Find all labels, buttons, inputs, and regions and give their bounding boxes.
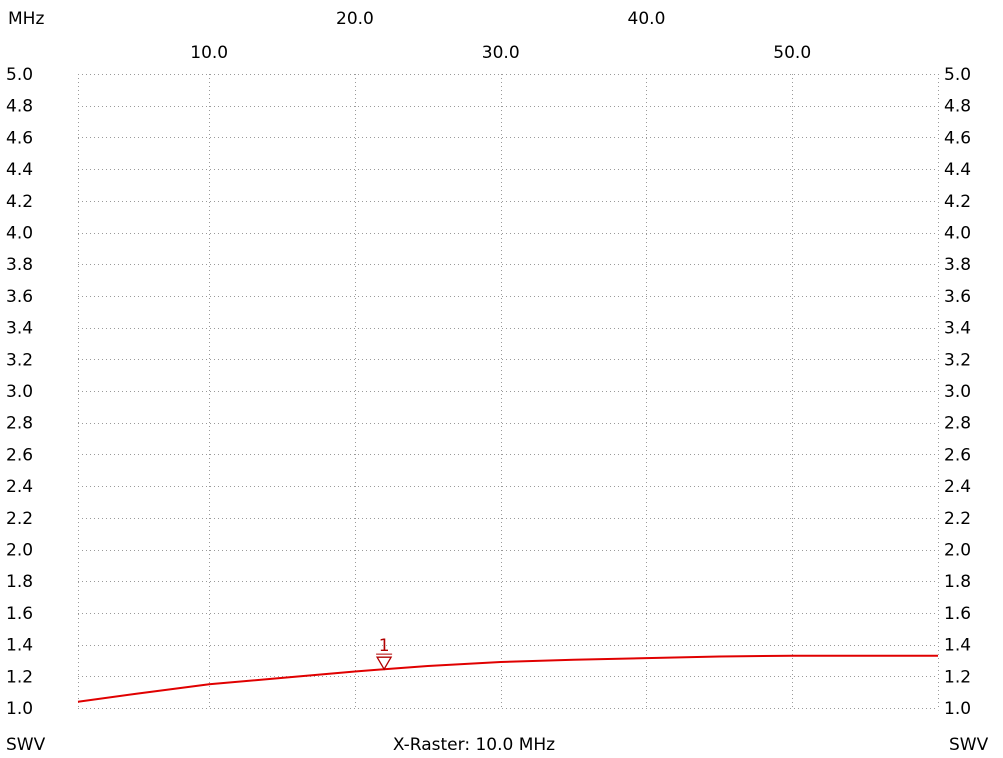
marker-layer: 1 (375, 636, 393, 671)
x-tick-label-bottom: 10.0 (190, 43, 228, 63)
y-tick-label-right: 4.2 (944, 192, 971, 212)
y-tick-label-right: 1.2 (944, 667, 971, 687)
series-layer (77, 654, 938, 703)
swr-curve (77, 654, 938, 703)
y-tick-label-right: 2.0 (944, 541, 971, 561)
y-axis-right-ticks: 1.0 1.2 1.4 1.6 1.8 2.0 2.2 2.4 2.6 2.8 3.0 3.2 3.4 3… (944, 65, 971, 719)
y-tick-label-left: 2.6 (6, 445, 33, 465)
x-tick-label-bottom: 30.0 (482, 43, 520, 63)
y-tick-label-right: 2.4 (944, 477, 971, 497)
y-label-left: SWV (6, 735, 46, 755)
y-tick-label-right: 3.8 (944, 255, 971, 275)
y-tick-label-left: 1.6 (6, 604, 33, 624)
y-tick-label-left: 3.2 (6, 350, 33, 370)
y-tick-label-left: 1.8 (6, 572, 33, 592)
y-tick-label-left: 2.2 (6, 509, 33, 529)
y-tick-label-right: 3.2 (944, 350, 971, 370)
x-axis-ticks: 20.0 40.0 10.0 30.0 50.0 (190, 9, 811, 63)
y-tick-label-right: 3.6 (944, 287, 971, 307)
y-tick-label-left: 4.6 (6, 128, 33, 148)
y-axis-left-ticks: 1.0 1.2 1.4 1.6 1.8 2.0 2.2 2.4 2.6 2.8 3.0 3.2 3.4 3… (6, 65, 33, 719)
marker-triangle (375, 656, 393, 671)
y-tick-label-left: 4.8 (6, 97, 33, 117)
grid (78, 74, 939, 709)
y-label-right: SWV (949, 735, 989, 755)
y-tick-label-right: 1.6 (944, 604, 971, 624)
y-tick-label-right: 1.0 (944, 699, 971, 719)
y-tick-label-left: 3.0 (6, 382, 33, 402)
y-tick-label-right: 2.2 (944, 509, 971, 529)
y-tick-label-right: 4.4 (944, 160, 971, 180)
y-tick-label-right: 4.8 (944, 97, 971, 117)
y-tick-label-left: 4.0 (6, 224, 33, 244)
y-tick-label-right: 3.4 (944, 319, 971, 339)
y-tick-label-right: 1.8 (944, 572, 971, 592)
y-tick-label-left: 2.8 (6, 414, 33, 434)
x-tick-label-top: 20.0 (336, 9, 374, 29)
y-tick-label-left: 4.2 (6, 192, 33, 212)
y-tick-label-left: 2.4 (6, 477, 33, 497)
y-tick-label-right: 4.0 (944, 224, 971, 244)
y-tick-label-left: 3.8 (6, 255, 33, 275)
y-tick-label-left: 1.2 (6, 667, 33, 687)
y-tick-label-left: 3.6 (6, 287, 33, 307)
x-unit-label: MHz (8, 9, 44, 29)
y-tick-label-right: 2.8 (944, 414, 971, 434)
y-tick-label-right: 4.6 (944, 128, 971, 148)
y-tick-label-right: 5.0 (944, 65, 971, 85)
y-tick-label-right: 2.6 (944, 445, 971, 465)
y-tick-label-left: 1.4 (6, 636, 33, 656)
x-tick-label-top: 40.0 (628, 9, 666, 29)
y-tick-label-left: 2.0 (6, 541, 33, 561)
y-tick-label-left: 5.0 (6, 65, 33, 85)
x-raster-footer: X-Raster: 10.0 MHz (393, 735, 555, 755)
y-tick-label-left: 3.4 (6, 319, 33, 339)
y-tick-label-right: 3.0 (944, 382, 971, 402)
marker-label: 1 (379, 636, 390, 656)
y-tick-label-left: 4.4 (6, 160, 33, 180)
y-tick-label-left: 1.0 (6, 699, 33, 719)
y-tick-label-right: 1.4 (944, 636, 971, 656)
x-tick-label-bottom: 50.0 (773, 43, 811, 63)
